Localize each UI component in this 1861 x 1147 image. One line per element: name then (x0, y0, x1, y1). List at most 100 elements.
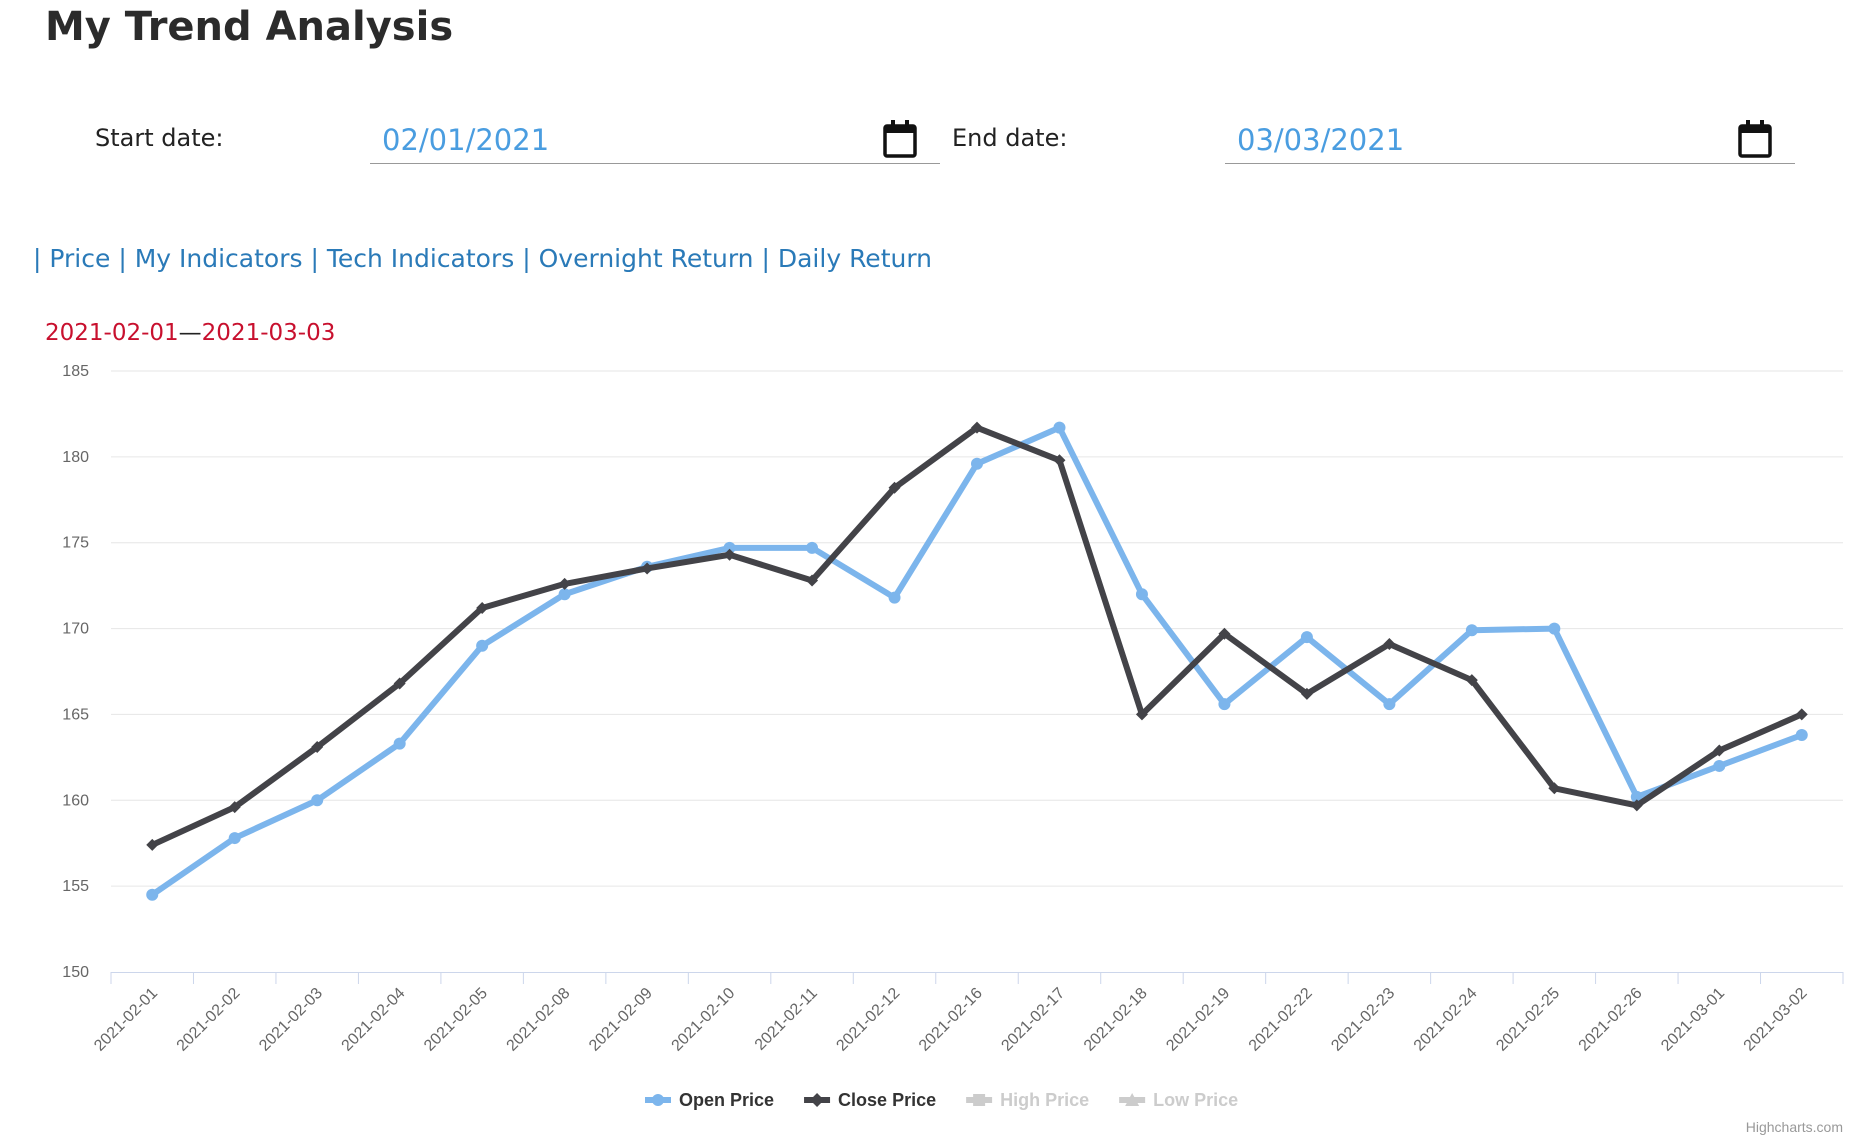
point (1630, 790, 1643, 803)
point (1218, 627, 1231, 640)
x-tick-label: 2021-02-17 (998, 985, 1068, 1055)
point (971, 421, 983, 434)
x-tick-label: 2021-02-10 (669, 985, 739, 1055)
point (641, 562, 654, 575)
calendar-icon[interactable] (882, 119, 918, 159)
point (641, 560, 654, 573)
point (1383, 698, 1396, 711)
start-label: Start date: (95, 124, 224, 152)
y-tick-label: 175 (62, 535, 89, 552)
separator: | (310, 244, 327, 273)
point (1548, 782, 1561, 795)
point (228, 832, 241, 845)
point (1465, 674, 1478, 687)
point (146, 888, 159, 901)
point (1713, 744, 1726, 757)
point (1383, 638, 1396, 651)
page-title: My Trend Analysis (45, 4, 454, 50)
range-separator: — (178, 320, 202, 346)
x-tick-label: 2021-02-23 (1328, 985, 1398, 1055)
separator: | (522, 244, 539, 273)
point (311, 741, 324, 754)
x-tick-label: 2021-02-25 (1493, 985, 1563, 1055)
point (393, 737, 406, 750)
point (723, 548, 736, 561)
point (1300, 687, 1313, 700)
legend-item: Close Price (838, 1090, 936, 1110)
x-tick-label: 2021-03-01 (1658, 985, 1728, 1055)
separator: | (761, 244, 778, 273)
y-tick-label: 165 (62, 706, 89, 723)
legend-item: Open Price (679, 1090, 774, 1110)
legend-symbol (973, 1094, 986, 1106)
end-date-value: 03/03/2021 (1237, 123, 1405, 157)
x-tick-label: 2021-03-02 (1741, 985, 1811, 1055)
x-tick-label: 2021-02-26 (1576, 985, 1646, 1055)
legend-symbol (652, 1094, 664, 1106)
y-tick-label: 180 (62, 449, 89, 466)
nav-link[interactable]: Price (49, 244, 111, 273)
nav-bar: | Price | My Indicators | Tech Indicator… (33, 244, 932, 273)
x-tick-label: 2021-02-12 (833, 985, 903, 1055)
legend-item: High Price (1000, 1090, 1089, 1110)
range-start: 2021-02-01 (45, 320, 179, 346)
nav-link[interactable]: Tech Indicators (326, 244, 515, 273)
line (150, 424, 1803, 898)
x-tick-label: 2021-02-05 (421, 985, 491, 1055)
point (1300, 631, 1313, 644)
credits: Highcharts.com (1746, 1119, 1843, 1135)
legend-symbol (1125, 1093, 1140, 1106)
point (558, 588, 571, 601)
x-tick-label: 2021-02-18 (1081, 985, 1151, 1055)
start-date-input[interactable]: 02/01/2021 (370, 117, 940, 164)
x-tick-label: 2021-02-16 (916, 985, 986, 1055)
point (1548, 622, 1561, 635)
range-end: 2021-03-03 (201, 320, 336, 346)
point (806, 574, 819, 587)
nav-link[interactable]: Overnight Return (538, 244, 754, 273)
x-tick-label: 2021-02-19 (1163, 985, 1233, 1055)
date-range: 2021-02-01—2021-03-03 (45, 320, 335, 346)
y-tick-label: 185 (62, 363, 89, 380)
legend-symbol (810, 1093, 825, 1107)
end-date-input[interactable]: 03/03/2021 (1225, 117, 1795, 164)
separator: | (33, 244, 50, 273)
x-tick-label: 2021-02-02 (174, 985, 244, 1055)
point (888, 481, 901, 494)
x-tick-label: 2021-02-11 (752, 985, 821, 1054)
point (1053, 454, 1066, 467)
point (1218, 698, 1231, 711)
y-tick-label: 155 (62, 878, 89, 895)
y-tick-label: 170 (62, 621, 89, 638)
point (1713, 759, 1726, 772)
point (1135, 588, 1148, 601)
point (806, 541, 819, 554)
point (393, 677, 406, 690)
x-tick-label: 2021-02-04 (339, 985, 409, 1055)
x-tick-label: 2021-02-22 (1246, 985, 1316, 1055)
point (1630, 799, 1643, 812)
separator: | (118, 244, 135, 273)
nav-link[interactable]: My Indicators (134, 244, 303, 273)
point (476, 601, 489, 614)
line (150, 424, 1803, 848)
start-date-value: 02/01/2021 (382, 123, 550, 157)
point (1795, 708, 1808, 721)
point (971, 457, 983, 470)
point (311, 794, 324, 807)
y-tick-label: 160 (62, 792, 89, 809)
x-tick-label: 2021-02-03 (256, 985, 326, 1055)
end-label: End date: (952, 124, 1068, 152)
nav-link[interactable]: Daily Return (777, 244, 933, 273)
point (1795, 729, 1808, 742)
point (1053, 421, 1066, 434)
point (723, 541, 736, 554)
x-tick-label: 2021-02-09 (586, 985, 656, 1055)
x-tick-label: 2021-02-24 (1411, 985, 1481, 1055)
calendar-icon[interactable] (1737, 119, 1773, 159)
point (1465, 624, 1478, 637)
point (228, 801, 241, 814)
point (476, 639, 489, 652)
